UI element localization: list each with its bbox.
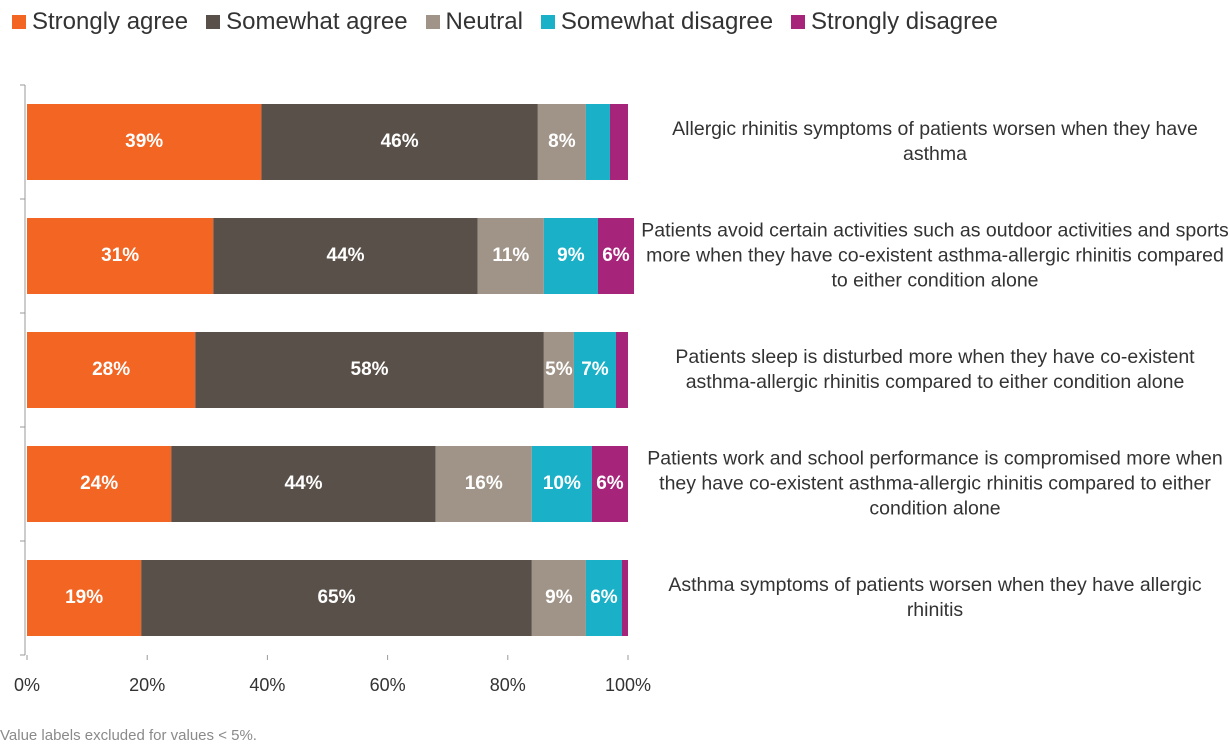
bar-segment [27,446,172,522]
bar-segment [171,446,436,522]
legend-item: Strongly agree [12,8,188,36]
legend-swatch [540,15,555,29]
bar-segment [27,218,214,294]
category-label: Patients sleep is disturbed more when th… [675,346,1195,393]
value-label: 19% [65,587,103,608]
bar-segment [537,104,586,180]
legend-item: Neutral [425,8,523,36]
value-label: 65% [317,587,355,608]
footnote: Value labels excluded for values < 5%. [0,727,257,744]
legend-label: Strongly disagree [811,8,998,35]
bar-segment [531,446,592,522]
value-label: 7% [581,359,609,380]
legend: Strongly agree Somewhat agree Neutral Somew… [12,8,998,36]
legend-item: Strongly disagree [791,8,998,36]
category-label: Allergic rhinitis symptoms of patients w… [672,118,1198,165]
value-label: 24% [80,473,118,494]
legend-swatch [791,15,806,29]
value-label: 28% [92,359,130,380]
value-label: 39% [125,131,163,152]
x-tick-label: 20% [129,675,165,695]
value-label: 8% [548,131,576,152]
bar-segment [585,560,622,636]
bar-segment [213,218,478,294]
bar-segment [597,218,635,294]
bar-segment [27,560,142,636]
bar-segment [615,332,628,408]
value-label: 11% [492,245,529,266]
bar-segment [591,446,628,522]
legend-label: Somewhat agree [226,8,408,35]
legend-item: Somewhat disagree [540,8,774,36]
value-label: 6% [602,245,630,266]
bar-segment [585,104,610,180]
value-label: 5% [545,359,573,380]
legend-label: Somewhat disagree [560,8,774,35]
bar-segment [27,332,196,408]
bar-segment [543,218,598,294]
bar-segment [621,560,628,636]
value-label: 6% [596,473,624,494]
bar-segment [573,332,616,408]
value-label: 46% [381,131,419,152]
value-label: 9% [557,245,585,266]
category-label: Patients avoid certain activities such a… [641,219,1229,292]
category-label: Asthma symptoms of patients worsen when … [668,574,1202,621]
legend-label: Strongly agree [32,8,189,35]
value-label: 9% [545,587,573,608]
bar-segment [531,560,586,636]
value-label: 44% [284,473,322,494]
x-tick-label: 100% [605,675,651,695]
legend-swatch [425,15,440,29]
legend-swatch [206,15,221,29]
value-label: 31% [101,245,139,266]
bar-segment [543,332,574,408]
x-tick-label: 60% [370,675,406,695]
bar-segment [195,332,544,408]
x-tick-label: 80% [490,675,526,695]
bar-segment [609,104,628,180]
value-label: 16% [465,473,503,494]
legend-label: Neutral [445,8,523,35]
bar-segment [27,104,262,180]
x-tick-label: 40% [249,675,285,695]
value-label: 10% [543,473,581,494]
category-label: Patients work and school performance is … [647,447,1223,520]
bar-segment [141,560,532,636]
legend-swatch [12,15,26,29]
legend-item: Somewhat agree [206,8,408,36]
bar-segment [261,104,538,180]
bar-segment [477,218,544,294]
x-tick-label: 0% [14,675,40,695]
value-label: 58% [351,359,389,380]
bar-segment [435,446,532,522]
value-label: 44% [327,245,365,266]
value-label: 6% [590,587,618,608]
